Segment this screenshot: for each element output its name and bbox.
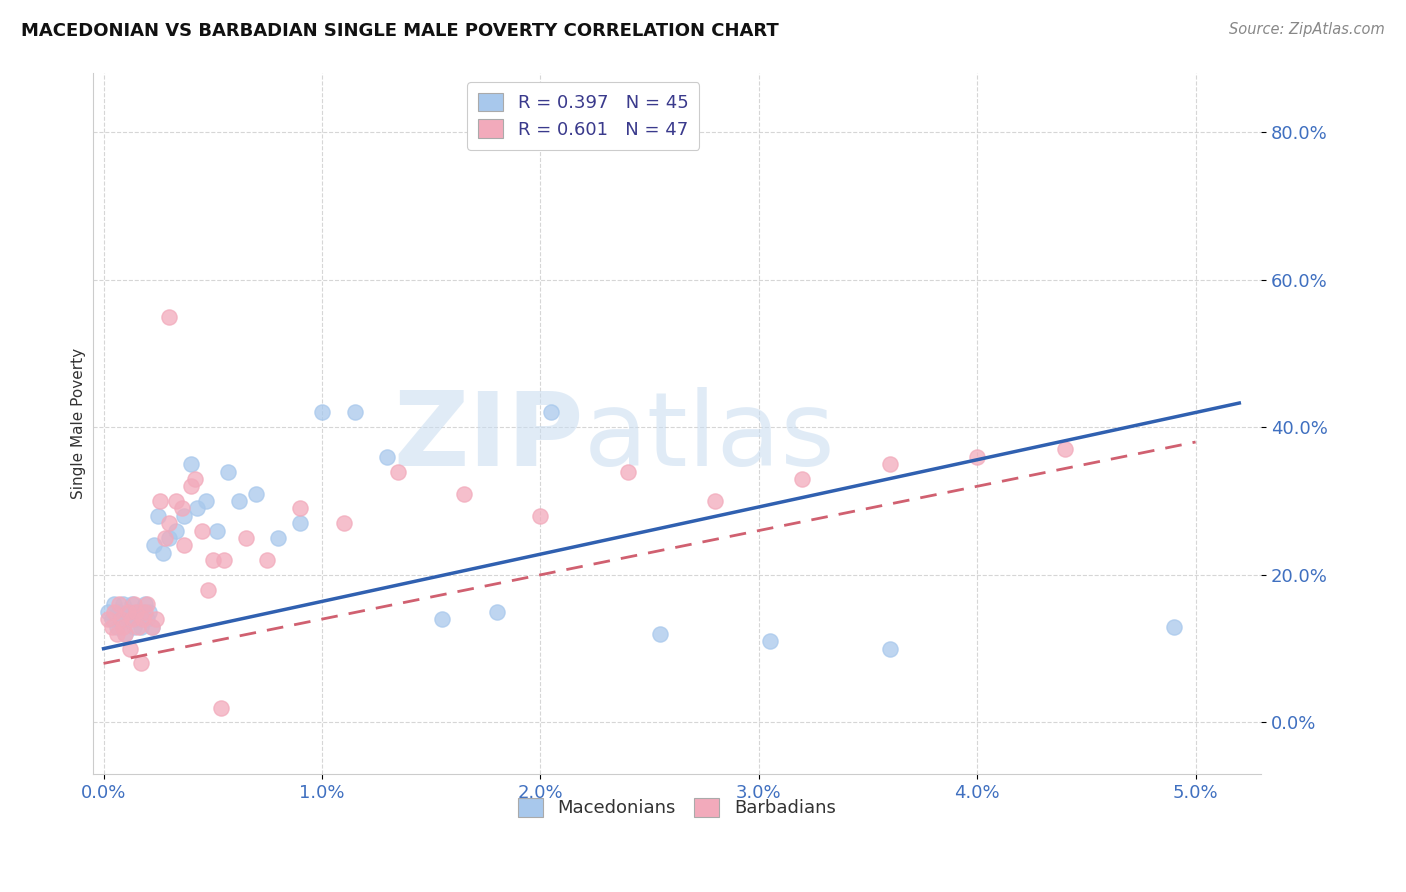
Point (129, 619, 152, 633)
Point (141, 619, 163, 633)
Point (128, 605, 150, 619)
Point (108, 598, 131, 612)
Point (103, 605, 125, 619)
Point (101, 612, 124, 626)
Point (184, 472, 207, 486)
Point (205, 524, 228, 538)
Point (256, 553, 278, 567)
Point (132, 605, 155, 619)
Point (110, 612, 132, 626)
Point (311, 405, 333, 419)
Point (879, 457, 901, 471)
Point (217, 465, 239, 479)
Point (165, 494, 187, 508)
Point (704, 494, 727, 508)
Point (105, 619, 128, 633)
Point (145, 612, 167, 626)
Point (117, 612, 139, 626)
Point (245, 486, 267, 500)
Point (97, 612, 120, 626)
Point (122, 619, 145, 633)
Point (125, 605, 148, 619)
Point (114, 627, 136, 641)
Point (966, 450, 988, 464)
Text: ZIP: ZIP (394, 387, 583, 488)
Y-axis label: Single Male Poverty: Single Male Poverty (72, 348, 86, 500)
Point (485, 605, 508, 619)
Point (132, 612, 155, 626)
Point (136, 598, 159, 612)
Point (333, 516, 356, 531)
Point (211, 700, 233, 714)
Point (650, 627, 672, 641)
Point (101, 619, 124, 633)
Point (152, 546, 174, 560)
Point (172, 501, 194, 516)
Point (134, 605, 156, 619)
Point (235, 531, 257, 545)
Point (110, 612, 132, 626)
Point (134, 598, 156, 612)
Point (288, 516, 311, 531)
Point (121, 612, 143, 626)
Text: Source: ZipAtlas.com: Source: ZipAtlas.com (1229, 22, 1385, 37)
Point (118, 605, 141, 619)
Point (267, 531, 290, 545)
Point (387, 465, 409, 479)
Point (105, 627, 128, 641)
Point (180, 479, 202, 493)
Text: atlas: atlas (583, 387, 835, 488)
Point (118, 641, 141, 656)
Point (138, 605, 160, 619)
Point (180, 457, 202, 471)
Point (97, 605, 120, 619)
Point (108, 605, 131, 619)
Point (103, 598, 125, 612)
Point (1163, 619, 1185, 633)
Point (529, 508, 551, 523)
Point (173, 508, 195, 523)
Point (1053, 442, 1076, 457)
Point (377, 450, 399, 464)
Point (146, 508, 169, 523)
Point (117, 605, 139, 619)
Point (157, 531, 180, 545)
Point (288, 501, 311, 516)
Point (157, 310, 180, 324)
Point (112, 598, 135, 612)
Point (792, 472, 814, 486)
Point (142, 538, 165, 552)
Point (191, 524, 214, 538)
Legend: Macedonians, Barbadians: Macedonians, Barbadians (510, 791, 844, 825)
Point (186, 501, 208, 516)
Point (122, 598, 145, 612)
Point (212, 553, 235, 567)
Point (128, 619, 150, 633)
Point (141, 619, 163, 633)
Point (195, 494, 218, 508)
Point (136, 612, 159, 626)
Point (112, 619, 135, 633)
Point (616, 465, 638, 479)
Point (879, 641, 901, 656)
Point (201, 553, 224, 567)
Point (758, 634, 780, 648)
Point (165, 524, 187, 538)
Point (125, 612, 148, 626)
Point (129, 657, 152, 671)
Point (121, 598, 143, 612)
Text: MACEDONIAN VS BARBADIAN SINGLE MALE POVERTY CORRELATION CHART: MACEDONIAN VS BARBADIAN SINGLE MALE POVE… (21, 22, 779, 40)
Point (453, 486, 475, 500)
Point (153, 531, 176, 545)
Point (430, 612, 453, 626)
Point (228, 494, 250, 508)
Point (343, 405, 366, 419)
Point (540, 405, 562, 419)
Point (197, 582, 219, 597)
Point (149, 494, 172, 508)
Point (173, 538, 195, 552)
Point (114, 627, 136, 641)
Point (157, 516, 180, 531)
